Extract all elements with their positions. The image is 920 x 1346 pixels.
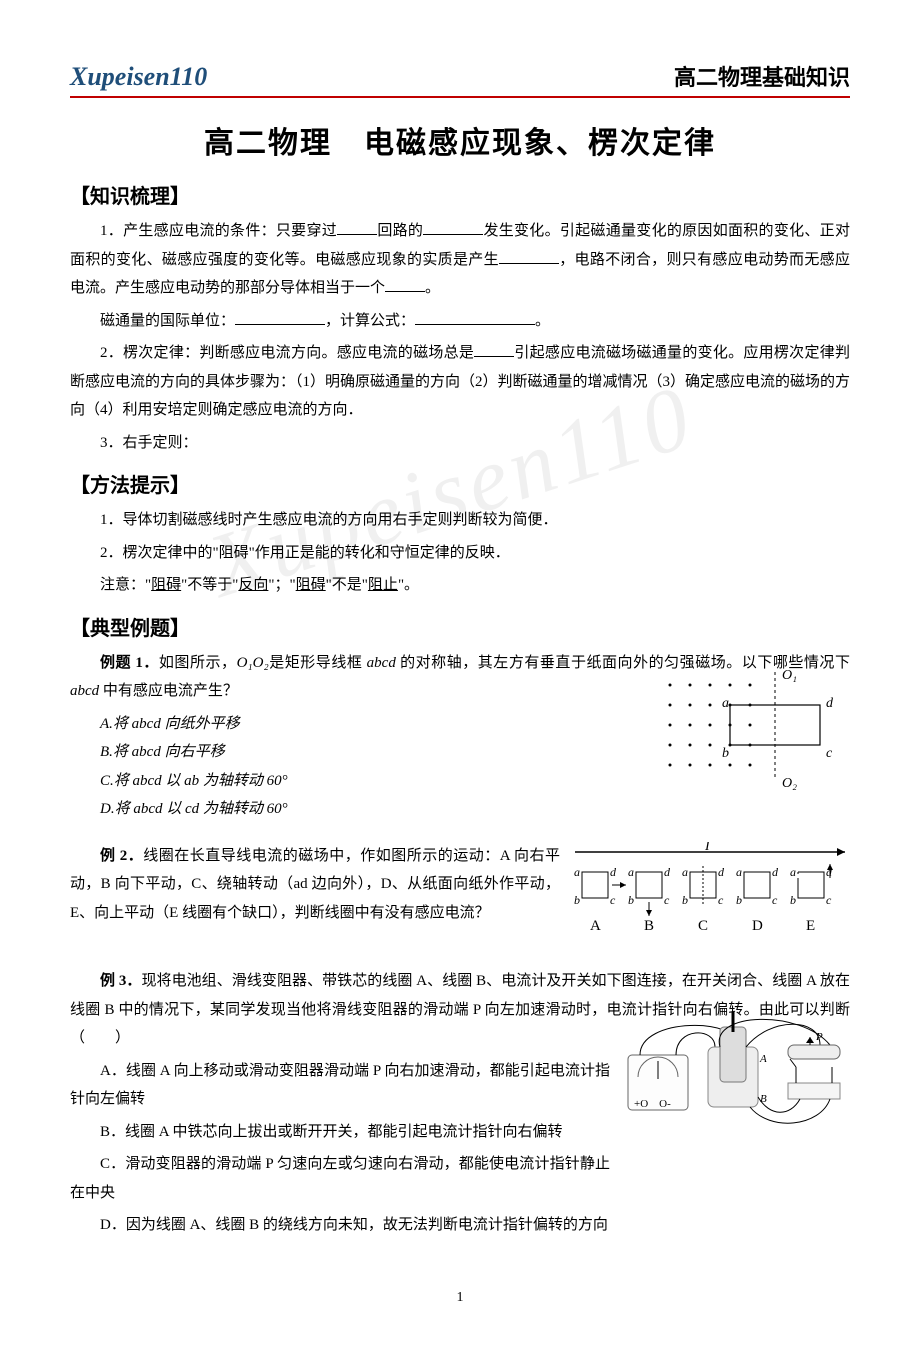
svg-text:a: a: [790, 865, 796, 879]
text: "不是": [326, 577, 368, 593]
blank: [235, 309, 325, 325]
ex3-label: 例 3．: [100, 973, 141, 989]
text: 回路的: [377, 223, 423, 239]
svg-text:d: d: [772, 865, 779, 879]
text: "；": [268, 577, 295, 593]
label-c: c: [826, 746, 833, 761]
svg-text:a: a: [628, 865, 634, 879]
s1-p3: 3．右手定则：: [70, 429, 850, 458]
fig2-D: D: [752, 918, 763, 934]
text: abcd: [367, 655, 396, 671]
text: ，计算公式：: [325, 313, 415, 329]
page-number: 1: [70, 1290, 850, 1306]
blank: [415, 309, 535, 325]
blank: [385, 276, 425, 292]
fig2-B: B: [644, 918, 654, 934]
header: Xupeisen110 高二物理基础知识: [70, 60, 850, 98]
svg-text:d: d: [664, 865, 671, 879]
text: 阻碍: [296, 577, 326, 593]
svg-text:a: a: [574, 865, 580, 879]
text: O₁O₂: [237, 655, 269, 671]
svg-text:A: A: [759, 1053, 767, 1065]
svg-text:b: b: [574, 893, 580, 907]
main-title: 高二物理 电磁感应现象、楞次定律: [70, 118, 850, 162]
text: 阻碍: [151, 577, 181, 593]
figure-ex1: a d b c O₁ O₂: [660, 667, 850, 797]
label-o2: O₂: [782, 776, 797, 791]
svg-text:+O O-: +O O-: [634, 1098, 671, 1110]
page: Xupeisen110 Xupeisen110 高二物理基础知识 高二物理 电磁…: [0, 0, 920, 1346]
fig2-C: C: [698, 918, 708, 934]
ex3-optC: C．滑动变阻器的滑动端 P 匀速向左或匀速向右滑动，都能使电流计指针静止在中央: [70, 1150, 850, 1207]
svg-text:P: P: [815, 1031, 823, 1043]
ex3-optD: D．因为线圈 A、线圈 B 的绕线方向未知，故无法判断电流计指针偏转的方向: [70, 1211, 850, 1240]
svg-text:c: c: [664, 893, 670, 907]
s1-p1: 1．产生感应电流的条件：只要穿过回路的发生变化。引起磁通量变化的原因如面积的变化…: [70, 217, 850, 303]
text: 中有感应电流产生？: [99, 683, 238, 699]
svg-text:b: b: [736, 893, 742, 907]
svg-text:a: a: [682, 865, 688, 879]
svg-text:c: c: [772, 893, 778, 907]
example-3: +O O- A B P: [70, 967, 850, 1240]
text: 是矩形导线框: [269, 655, 367, 671]
brand: Xupeisen110: [70, 62, 207, 92]
s2-p1: 1．导体切割磁感线时产生感应电流的方向用右手定则判断较为简便．: [70, 506, 850, 535]
example-1: a d b c O₁ O₂ 例题 1．如图所示，O₁O₂是矩形导线框 abcd …: [70, 649, 850, 824]
svg-text:c: c: [718, 893, 724, 907]
blank: [337, 219, 377, 235]
text: "。: [398, 577, 419, 593]
text: "不等于": [181, 577, 238, 593]
text: 1．产生感应电流的条件：只要穿过: [100, 223, 337, 239]
ex2-label: 例 2．: [100, 848, 143, 864]
svg-text:B: B: [760, 1093, 767, 1105]
blank: [423, 219, 483, 235]
ex1-label: 例题 1．: [100, 655, 159, 671]
svg-text:b: b: [790, 893, 796, 907]
example-2: I adbc adbc adbc: [70, 842, 850, 928]
text: 反向: [238, 577, 268, 593]
svg-text:a: a: [736, 865, 742, 879]
fig2-E: E: [806, 918, 815, 934]
section-heading-method: 【方法提示】: [70, 469, 850, 498]
text: 如图所示，: [159, 655, 237, 671]
figure-ex2: I adbc adbc adbc: [570, 842, 850, 947]
text: 2．楞次定律：判断感应电流方向。感应电流的磁场总是: [100, 345, 474, 361]
label-b: b: [722, 746, 729, 761]
subject-label: 高二物理基础知识: [674, 60, 850, 92]
label-d: d: [826, 696, 834, 711]
s1-p1b: 磁通量的国际单位： ，计算公式： 。: [70, 307, 850, 336]
figure-ex3: +O O- A B P: [620, 1007, 850, 1157]
svg-text:c: c: [610, 893, 616, 907]
label-o1: O₁: [782, 668, 797, 683]
section-heading-knowledge: 【知识梳理】: [70, 180, 850, 209]
text: 线圈在长直导线电流的磁场中，作如图所示的运动：A 向右平动，B 向下平动，C、绕…: [70, 848, 560, 921]
ex1-optD: D.将 abcd 以 cd 为轴转动 60°: [70, 795, 850, 824]
s1-p2: 2．楞次定律：判断感应电流方向。感应电流的磁场总是引起感应电流磁场磁通量的变化。…: [70, 339, 850, 425]
fig2-A: A: [590, 918, 601, 934]
svg-text:c: c: [826, 893, 832, 907]
text: 。: [425, 280, 440, 296]
section-heading-examples: 【典型例题】: [70, 612, 850, 641]
svg-text:b: b: [682, 893, 688, 907]
text: 。: [535, 313, 550, 329]
blank: [474, 341, 514, 357]
s2-p3: 注意："阻碍"不等于"反向"；"阻碍"不是"阻止"。: [70, 571, 850, 600]
blank: [499, 248, 559, 264]
s2-p2: 2．楞次定律中的"阻碍"作用正是能的转化和守恒定律的反映．: [70, 539, 850, 568]
svg-text:b: b: [628, 893, 634, 907]
svg-text:d: d: [610, 865, 617, 879]
label-a: a: [722, 696, 729, 711]
svg-text:d: d: [718, 865, 725, 879]
text: 阻止: [368, 577, 398, 593]
text: 注意：": [100, 577, 151, 593]
text: abcd: [70, 683, 99, 699]
text: 磁通量的国际单位：: [100, 313, 235, 329]
